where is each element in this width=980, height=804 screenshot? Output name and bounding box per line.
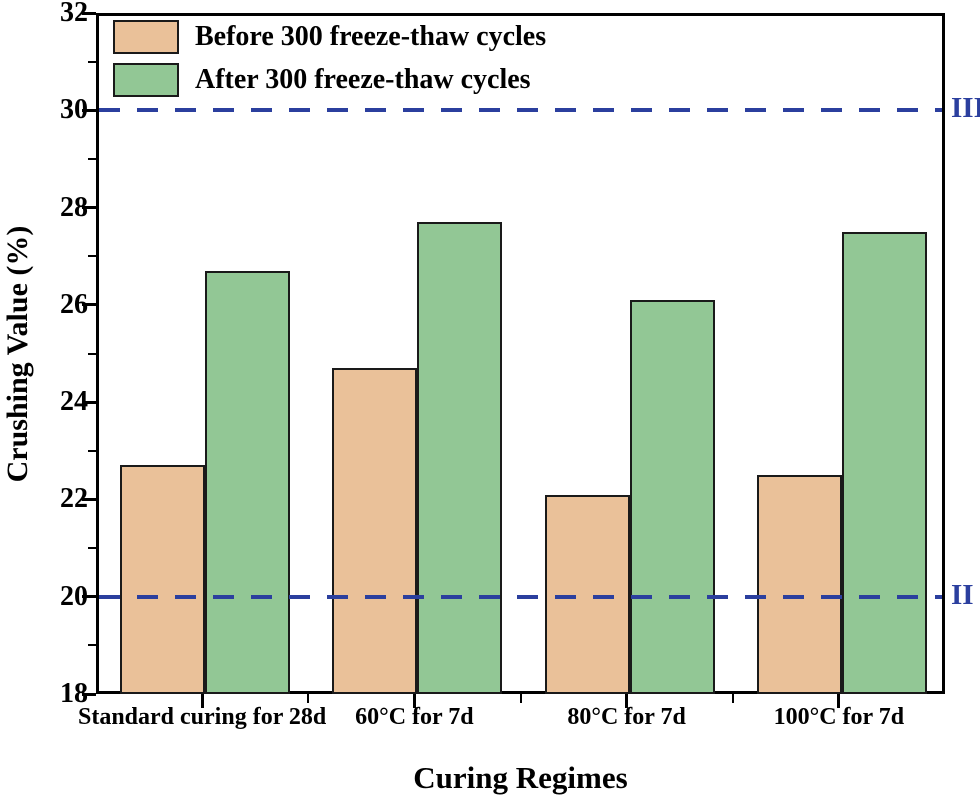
bar-after-cycles	[629, 299, 715, 694]
bar-after-cycles	[417, 222, 503, 694]
y-minor-tick	[88, 255, 96, 258]
bar-before-cycles	[120, 465, 206, 694]
legend-swatch	[113, 20, 179, 54]
limit-line	[99, 594, 942, 599]
y-minor-tick	[88, 60, 96, 63]
y-major-tick	[82, 206, 96, 210]
x-major-tick	[200, 694, 204, 708]
bar-before-cycles	[332, 368, 418, 694]
limit-line	[99, 108, 942, 113]
y-tick-label: 24	[60, 386, 88, 418]
x-major-tick	[625, 694, 629, 708]
legend-label: Before 300 freeze-thaw cycles	[195, 21, 547, 52]
y-axis-title: Crushing Value (%)	[1, 225, 34, 482]
x-category-label: 80°C for 7d	[567, 704, 686, 730]
x-major-tick	[837, 694, 841, 708]
y-minor-tick	[88, 547, 96, 550]
legend-swatch	[113, 63, 179, 97]
y-minor-tick	[88, 352, 96, 355]
y-tick-label: 20	[60, 580, 88, 612]
y-minor-tick	[88, 449, 96, 452]
y-tick-label: 32	[60, 0, 88, 28]
x-minor-tick	[731, 694, 734, 703]
y-minor-tick	[88, 157, 96, 160]
y-major-tick	[82, 400, 96, 404]
x-category-label: Standard curing for 28d	[77, 704, 327, 730]
legend-label: After 300 freeze-thaw cycles	[195, 64, 531, 95]
y-tick-label: 18	[60, 678, 88, 709]
y-minor-tick	[88, 644, 96, 647]
x-category-label: 60°C for 7d	[355, 704, 474, 730]
plot-area	[96, 13, 945, 694]
y-tick-label: 30	[60, 94, 88, 126]
bar-before-cycles	[544, 494, 630, 694]
x-category-label: 100°C for 7d	[773, 704, 905, 730]
y-major-tick	[82, 303, 96, 307]
y-tick-label: 28	[60, 191, 88, 223]
bar-before-cycles	[756, 475, 842, 694]
y-major-tick	[82, 692, 96, 696]
y-tick-label: 26	[60, 288, 88, 320]
limit-line-label: III	[951, 92, 980, 125]
bar-after-cycles	[841, 231, 927, 694]
x-minor-tick	[519, 694, 522, 703]
y-major-tick	[82, 595, 96, 599]
limit-line-label: II	[951, 578, 974, 611]
y-major-tick	[82, 108, 96, 112]
x-axis-title: Curing Regimes	[413, 760, 628, 795]
y-tick-label: 22	[60, 483, 88, 515]
x-major-tick	[412, 694, 416, 708]
x-minor-tick	[307, 694, 310, 703]
y-major-tick	[82, 497, 96, 501]
y-major-tick	[82, 11, 96, 15]
bar-after-cycles	[205, 270, 291, 694]
